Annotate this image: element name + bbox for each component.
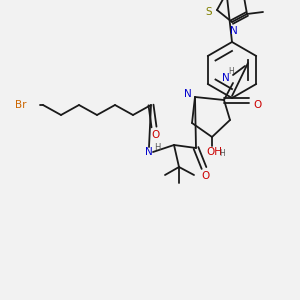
Text: H: H <box>228 68 234 76</box>
Text: N: N <box>230 26 238 36</box>
Text: H: H <box>154 142 160 152</box>
Text: H: H <box>219 149 225 158</box>
Text: S: S <box>206 7 212 17</box>
Text: O: O <box>202 171 210 181</box>
Text: O: O <box>151 130 159 140</box>
Text: N: N <box>145 147 153 157</box>
Text: O: O <box>253 100 261 110</box>
Text: OH: OH <box>206 147 222 157</box>
Text: N: N <box>222 73 230 83</box>
Text: Br: Br <box>14 100 26 110</box>
Text: N: N <box>184 89 192 99</box>
